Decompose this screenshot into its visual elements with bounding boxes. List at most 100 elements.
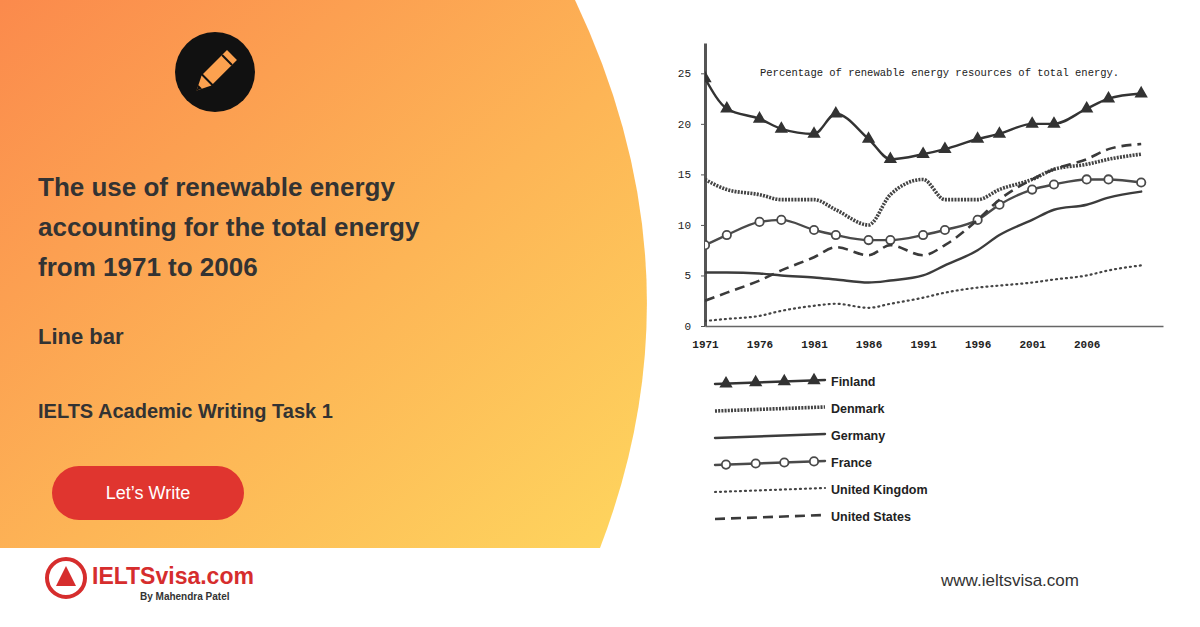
chart-title: Percentage of renewable energy resources… [760, 67, 1119, 79]
x-tick-label: 1996 [965, 339, 991, 351]
chart-kind: Line bar [38, 324, 124, 349]
button-bg[interactable] [52, 466, 244, 520]
legend-label: United Kingdom [831, 483, 928, 497]
series-marker [863, 133, 873, 142]
legend-item: Denmark [715, 402, 885, 416]
x-axis-line [706, 326, 1164, 328]
x-tick: 1971 [692, 326, 719, 351]
series-marker [1136, 88, 1146, 97]
series-marker [810, 226, 818, 234]
y-tick: 25 [678, 68, 705, 80]
series-marker [776, 123, 786, 132]
x-tick: 2006 [1074, 326, 1100, 351]
x-tick-label: 1971 [692, 339, 719, 351]
y-axis: 0 5 10 15 20 25 [678, 44, 706, 334]
legend-marker [810, 457, 818, 465]
series-marker [973, 133, 983, 142]
y-tick-mark [701, 225, 705, 226]
legend-marker [721, 378, 731, 387]
banner-title: accounting for the total energy [38, 212, 420, 242]
x-tick-label: 1986 [856, 339, 882, 351]
plot-area [705, 72, 1146, 320]
y-tick-label: 0 [684, 321, 691, 333]
series-marker [777, 216, 785, 224]
legend-item: France [715, 456, 872, 470]
series-marker [1137, 178, 1145, 186]
series-marker [940, 143, 950, 152]
x-tick: 1986 [856, 326, 882, 351]
y-tick: 10 [678, 220, 705, 232]
legend-swatch [715, 407, 825, 411]
category: IELTS Academic Writing Task 1 [38, 400, 333, 422]
x-tick-label: 1981 [801, 339, 828, 351]
y-tick-label: 10 [678, 220, 691, 232]
series-line [705, 78, 1141, 159]
logo-text: IELTSvisa.com [92, 563, 254, 589]
legend-label: Germany [831, 429, 885, 443]
y-tick-label: 25 [678, 68, 691, 80]
series-line [705, 144, 1141, 301]
y-tick-mark [701, 124, 705, 125]
series-marker [1050, 180, 1058, 188]
series-marker [1027, 118, 1037, 127]
series-marker [918, 148, 928, 157]
legend-marker [779, 376, 789, 385]
banner-title: from 1971 to 2006 [38, 252, 258, 282]
series-marker [1103, 93, 1113, 102]
y-tick: 15 [678, 169, 705, 181]
x-tick: 1981 [801, 326, 828, 351]
y-tick-label: 15 [678, 169, 691, 181]
x-tick: 1976 [747, 326, 773, 351]
y-tick: 20 [678, 119, 705, 131]
legend: Finland Denmark Germany France United Kingdo… [715, 375, 928, 524]
background [0, 0, 1200, 627]
legend-marker [809, 375, 819, 384]
y-tick: 5 [684, 270, 705, 282]
website: www.ieltsvisa.com [940, 571, 1079, 590]
legend-label: Denmark [831, 402, 885, 416]
legend-swatch [715, 515, 825, 519]
series-marker [864, 236, 872, 244]
series-marker [1082, 175, 1090, 183]
x-tick: 1991 [910, 326, 937, 351]
banner-title: The use of renewable energy [38, 172, 395, 202]
series-marker [886, 236, 894, 244]
y-tick-mark [701, 326, 705, 327]
pencil-lead [195, 85, 202, 92]
series-marker [754, 113, 764, 122]
legend-marker [751, 377, 761, 386]
legend-swatch [715, 488, 825, 492]
banner-panel [0, 0, 647, 548]
legend-item: Germany [715, 429, 885, 443]
logo-mark [56, 566, 76, 586]
x-tick: 1996 [965, 326, 991, 351]
series-line [705, 265, 1141, 321]
legend-swatch [715, 434, 825, 438]
series-marker [919, 231, 927, 239]
legend-marker [752, 459, 760, 467]
legend-label: Finland [831, 375, 875, 389]
y-axis-line [704, 44, 707, 327]
x-tick-label: 2006 [1074, 339, 1100, 351]
series-line [705, 154, 1141, 225]
series-marker [705, 72, 710, 81]
pencil-tip [192, 76, 212, 96]
canvas-svg: The use of renewable energy accounting fo… [0, 0, 1200, 627]
logo: IELTSvisa.comBy Mahendra Patel [47, 559, 254, 602]
legend-item: United Kingdom [715, 483, 928, 497]
series-marker [722, 103, 732, 112]
button-label[interactable]: Let’s Write [106, 483, 190, 503]
y-tick-label: 5 [684, 270, 691, 282]
series-marker [723, 231, 731, 239]
x-tick: 2001 [1019, 326, 1046, 351]
lets-write-button[interactable]: Let’s Write [52, 466, 244, 520]
y-tick-mark [701, 73, 705, 74]
series-marker [941, 226, 949, 234]
legend-label: United States [831, 510, 911, 524]
series-line [705, 179, 1141, 245]
series-marker [1028, 185, 1036, 193]
series-marker [755, 218, 763, 226]
legend-item: United States [715, 510, 911, 524]
x-tick-label: 2001 [1019, 339, 1046, 351]
logo-ring [47, 559, 85, 597]
